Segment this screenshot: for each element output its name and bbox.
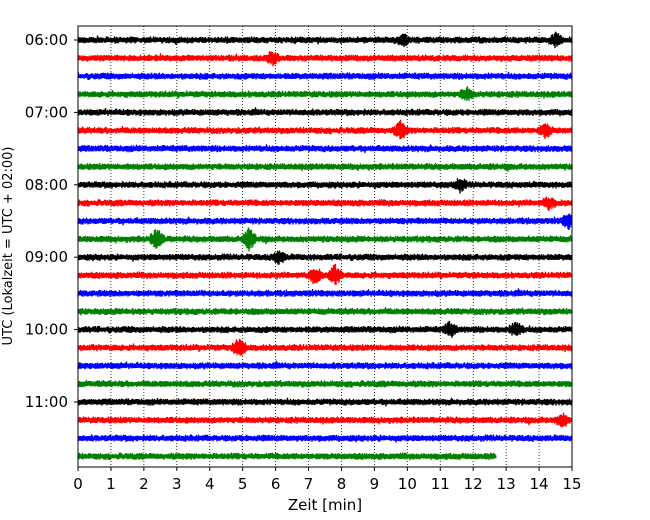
y-axis-label: UTC (Lokalzeit = UTC + 02:00) (1, 147, 16, 346)
x-tick-label: 6 (271, 475, 281, 493)
x-tick-label: 4 (205, 475, 215, 493)
y-tick-label: 09:00 (25, 248, 68, 266)
y-axis: 06:00 07:00 08:00 09:00 10:00 11:00 (25, 31, 78, 411)
plot-area (78, 26, 572, 467)
trace-row (77, 162, 573, 172)
y-tick-label: 07:00 (25, 103, 68, 121)
trace-row (77, 178, 573, 194)
x-tick-label: 7 (304, 475, 314, 493)
y-tick-label: 10:00 (25, 321, 68, 339)
trace-row (77, 397, 573, 407)
x-tick-label: 9 (370, 475, 380, 493)
x-tick-label: 1 (106, 475, 116, 493)
trace-row (77, 338, 573, 356)
trace-row (77, 227, 573, 252)
x-tick-label: 15 (562, 475, 581, 493)
x-tick-label: 3 (172, 475, 182, 493)
trace-row (77, 86, 573, 101)
trace-row (77, 307, 573, 316)
x-tick-label: 2 (139, 475, 149, 493)
trace-row (77, 379, 573, 388)
x-tick-label: 12 (464, 475, 483, 493)
trace-row (77, 196, 573, 211)
trace-row (77, 31, 573, 49)
plot-frame (77, 25, 573, 468)
trace-row (77, 119, 573, 140)
x-tick-label: 10 (398, 475, 417, 493)
trace-row (77, 250, 573, 265)
trace-row (77, 213, 573, 231)
y-tick-label: 11:00 (25, 393, 68, 411)
y-tick-label: 08:00 (25, 176, 68, 194)
trace-row (77, 320, 573, 338)
x-axis: 0 1 2 3 4 5 6 7 8 9 10 11 12 13 14 15 (73, 467, 582, 493)
trace-row (77, 288, 573, 298)
trace-row (77, 107, 573, 117)
x-tick-label: 13 (497, 475, 516, 493)
x-tick-label: 5 (238, 475, 248, 493)
trace-row (77, 360, 573, 370)
x-tick-label: 8 (337, 475, 347, 493)
x-tick-label: 14 (530, 475, 549, 493)
trace-row (77, 452, 497, 461)
trace-row (77, 50, 573, 67)
trace-row (77, 412, 573, 428)
trace-row (77, 71, 573, 80)
y-tick-label: 06:00 (25, 31, 68, 49)
x-tick-label: 0 (73, 475, 83, 493)
x-tick-label: 11 (431, 475, 450, 493)
trace-row (77, 144, 573, 153)
x-axis-label: Zeit [min] (288, 496, 362, 514)
trace-group (77, 31, 573, 461)
trace-row (77, 434, 573, 443)
trace-row (77, 263, 573, 286)
